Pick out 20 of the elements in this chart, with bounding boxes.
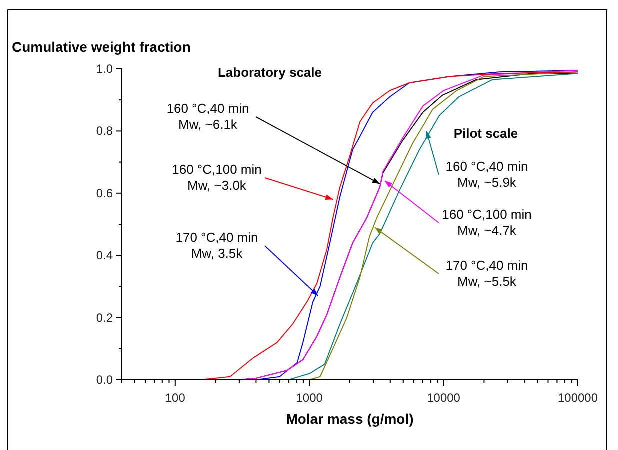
annotation: Pilot scale — [454, 126, 518, 141]
y-tick-label: 0.8 — [96, 124, 114, 138]
x-tick-label: 100000 — [558, 391, 598, 405]
y-tick-label: 1.0 — [96, 62, 114, 76]
y-tick-label: 0.0 — [96, 373, 114, 387]
annotation: 160 °C,100 min Mw, ~4.7k — [442, 207, 532, 238]
annotation: 160 °C,40 min Mw, ~5.9k — [446, 159, 528, 190]
y-tick-label: 0.6 — [96, 186, 114, 200]
y-axis-title: Cumulative weight fraction — [12, 39, 191, 55]
y-tick-label: 0.2 — [96, 310, 114, 325]
annotation: 170 °C,40 min Mw, 3.5k — [176, 230, 258, 261]
x-tick-label: 10000 — [427, 391, 461, 405]
annotation: Laboratory scale — [218, 65, 322, 80]
y-tick-label: 0.4 — [96, 248, 114, 263]
x-axis-title: Molar mass (g/mol) — [286, 411, 414, 427]
annotation: 160 °C,100 min Mw, ~3.0k — [172, 162, 262, 193]
annotation: 170 °C,40 min Mw, ~5.5k — [446, 258, 528, 289]
x-tick-label: 1000 — [296, 391, 324, 405]
x-tick-label: 100 — [165, 391, 186, 405]
annotation: 160 °C,40 min Mw, ~6.1k — [166, 101, 250, 132]
